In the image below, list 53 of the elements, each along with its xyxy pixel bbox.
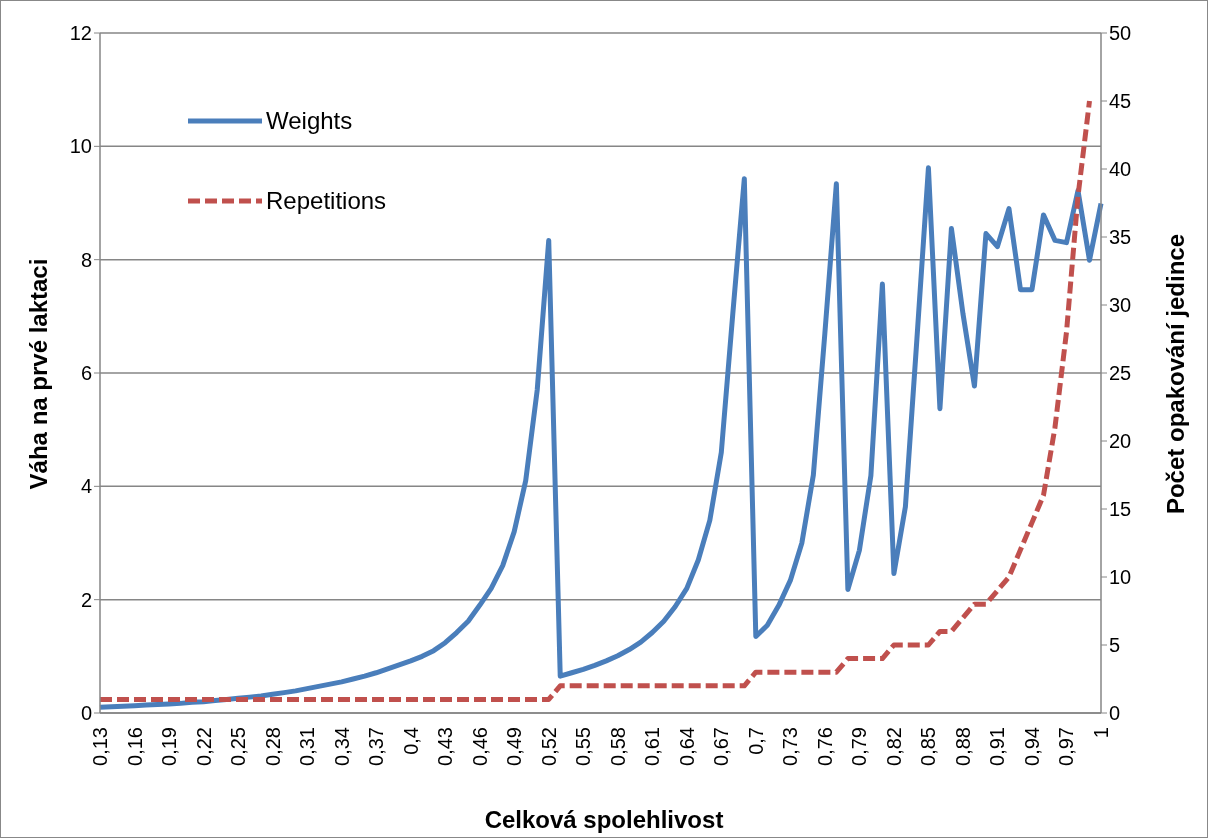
- legend-label: Repetitions: [266, 187, 387, 215]
- x-tick-label: 1: [1090, 727, 1112, 739]
- y2-tick-label: 5: [1109, 634, 1121, 657]
- x-tick-label: 0,85: [917, 727, 940, 766]
- y2-tick-label: 0: [1109, 702, 1121, 725]
- x-tick-label: 0,43: [434, 727, 457, 766]
- y2-axis-title: Počet opakování jedince: [1162, 233, 1190, 515]
- x-tick-label: 0,76: [813, 727, 836, 766]
- x-tick-label: 0,34: [330, 727, 353, 766]
- x-tick-label: 0,46: [468, 727, 491, 766]
- x-tick-label: 0,58: [606, 727, 629, 766]
- x-tick-label: 0,52: [537, 727, 560, 766]
- x-tick-label: 0,31: [296, 727, 319, 766]
- x-tick-label: 0,64: [675, 727, 698, 766]
- x-tick-label: 0,13: [89, 727, 111, 766]
- y-tick-label: 0: [80, 702, 92, 725]
- legend-label: Weights: [266, 107, 353, 135]
- x-tick-label: 0,82: [882, 727, 905, 766]
- x-tick-label: 0,16: [123, 727, 146, 766]
- x-tick-label: 0,97: [1055, 727, 1078, 766]
- x-tick-label: 0,22: [192, 727, 215, 766]
- y-tick-label: 10: [69, 135, 92, 158]
- y-tick-label: 2: [80, 588, 92, 611]
- x-tick-label: 0,73: [779, 727, 802, 766]
- y2-tick-label: 50: [1109, 22, 1132, 45]
- x-tick-label: 0,55: [572, 727, 595, 766]
- y2-tick-label: 45: [1109, 90, 1132, 113]
- y-tick-label: 4: [80, 475, 92, 498]
- x-tick-label: 0,7: [744, 727, 767, 755]
- y2-tick-label: 40: [1109, 158, 1132, 181]
- x-tick-label: 0,25: [227, 727, 250, 766]
- x-tick-label: 0,91: [986, 727, 1009, 766]
- x-tick-label: 0,79: [848, 727, 871, 766]
- y2-tick-label: 15: [1109, 498, 1132, 521]
- y2-tick-label: 10: [1109, 566, 1132, 589]
- x-tick-label: 0,94: [1020, 727, 1043, 766]
- y-tick-label: 8: [80, 248, 92, 271]
- y-tick-label: 6: [80, 362, 92, 385]
- x-tick-label: 0,19: [158, 727, 181, 766]
- y2-tick-label: 25: [1109, 362, 1132, 385]
- y-axis-title: Váha na prvé laktaci: [25, 258, 53, 490]
- x-tick-label: 0,61: [641, 727, 664, 766]
- x-tick-label: 0,37: [365, 727, 388, 766]
- y2-tick-label: 30: [1109, 294, 1132, 317]
- x-tick-label: 0,28: [261, 727, 284, 766]
- x-tick-label: 0,67: [710, 727, 733, 766]
- y2-tick-label: 20: [1109, 430, 1132, 453]
- x-tick-label: 0,4: [399, 727, 422, 755]
- y-tick-label: 12: [69, 22, 92, 45]
- x-tick-label: 0,88: [951, 727, 974, 766]
- y2-tick-label: 35: [1109, 226, 1132, 249]
- x-axis-title: Celková spolehlivost: [483, 806, 725, 834]
- x-tick-label: 0,49: [503, 727, 526, 766]
